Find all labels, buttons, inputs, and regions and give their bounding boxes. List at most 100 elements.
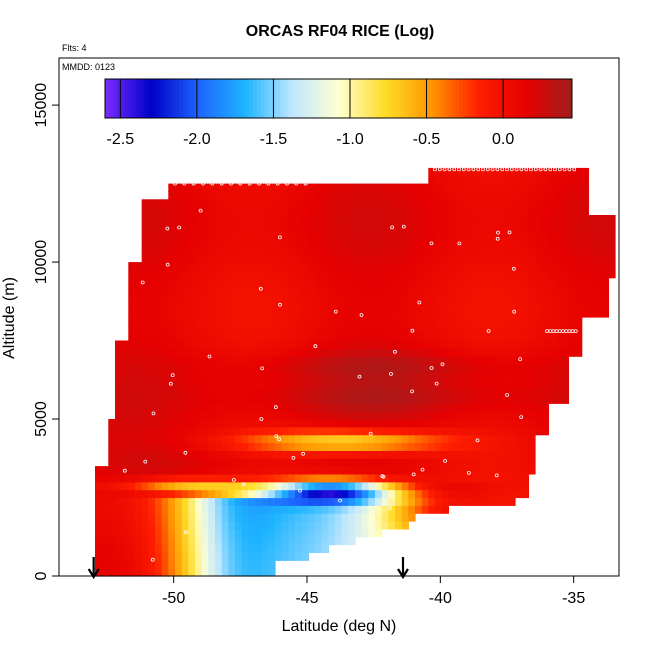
heatmap-cell (275, 497, 283, 506)
heatmap-cell (601, 238, 609, 247)
heatmap-cell (448, 371, 456, 381)
heatmap-cell (401, 199, 409, 208)
heatmap-cell (501, 317, 509, 326)
heatmap-cell (315, 269, 323, 279)
heatmap-cell (268, 434, 276, 444)
heatmap-cell (441, 262, 449, 271)
heatmap-cell (428, 332, 436, 342)
heatmap-cell (588, 293, 596, 302)
heatmap-cell (115, 474, 123, 483)
heatmap-cell (488, 474, 496, 483)
heatmap-cell (221, 348, 229, 357)
heatmap-cell (328, 222, 336, 232)
heatmap-cell (315, 332, 323, 342)
heatmap-cell (421, 411, 429, 420)
heatmap-cell (228, 364, 236, 373)
heatmap-cell (161, 568, 169, 577)
heatmap-cell (148, 238, 156, 247)
heatmap-cell (248, 395, 256, 404)
heatmap-cell (475, 442, 483, 451)
heatmap-cell (155, 513, 163, 522)
heatmap-cell (375, 293, 383, 302)
heatmap-cell (361, 262, 369, 271)
heatmap-cell (275, 254, 283, 263)
colorbar-swatch (268, 79, 273, 118)
heatmap-cell (168, 317, 176, 326)
heatmap-cell (575, 207, 583, 216)
heatmap-cell (508, 317, 516, 326)
heatmap-cell (375, 403, 383, 412)
heatmap-cell (335, 387, 343, 396)
heatmap-cell (181, 246, 189, 255)
heatmap-cell (215, 356, 223, 365)
sample-point (533, 167, 538, 172)
heatmap-cell (308, 238, 316, 247)
heatmap-cell (508, 474, 516, 483)
heatmap-cell (388, 309, 396, 318)
heatmap-cell (501, 489, 509, 499)
heatmap-cell (275, 474, 283, 483)
heatmap-cell (155, 348, 163, 357)
heatmap-cell (335, 332, 343, 342)
heatmap-cell (335, 246, 343, 255)
heatmap-cell (408, 379, 416, 389)
heatmap-cell (328, 513, 336, 522)
heatmap-cell (235, 309, 243, 318)
heatmap-cell (368, 332, 376, 342)
heatmap-cell (428, 450, 436, 459)
heatmap-cell (275, 458, 283, 467)
heatmap-cell (295, 215, 303, 224)
heatmap-cell (115, 371, 123, 381)
heatmap-cell (315, 497, 323, 506)
heatmap-cell (308, 356, 316, 365)
heatmap-cell (375, 513, 383, 522)
heatmap-cell (168, 403, 176, 412)
heatmap-cell (335, 356, 343, 365)
heatmap-cell (395, 285, 403, 294)
heatmap-cell (128, 474, 136, 483)
heatmap-cell (115, 505, 123, 514)
colorbar-swatch (225, 79, 231, 118)
heatmap-cell (455, 474, 463, 483)
heatmap-cell (368, 230, 376, 240)
heatmap-cell (181, 285, 189, 294)
heatmap-cell (268, 481, 276, 491)
heatmap-cell (475, 474, 483, 483)
sample-point (548, 167, 553, 172)
colorbar-swatch (389, 79, 394, 118)
heatmap-cell (428, 246, 436, 255)
heatmap-cell (575, 348, 583, 357)
heatmap-cell (395, 364, 403, 373)
heatmap-cell (355, 332, 363, 342)
heatmap-cell (148, 442, 156, 451)
heatmap-cell (208, 497, 216, 506)
heatmap-cell (295, 536, 303, 546)
heatmap-cell (488, 222, 496, 232)
heatmap-cell (295, 426, 303, 436)
heatmap-cell (195, 332, 203, 342)
heatmap-cell (241, 269, 249, 279)
heatmap-cell (335, 301, 343, 310)
heatmap-cell (95, 513, 103, 522)
heatmap-cell (155, 434, 163, 444)
heatmap-cell (468, 364, 476, 373)
heatmap-cell (508, 403, 516, 412)
heatmap-cell (528, 191, 536, 200)
heatmap-cell (441, 191, 449, 200)
heatmap-cell (528, 175, 536, 185)
heatmap-cell (388, 301, 396, 310)
heatmap-cell (228, 262, 236, 271)
heatmap-cell (368, 403, 376, 412)
heatmap-cell (581, 277, 589, 287)
heatmap-cell (508, 238, 516, 247)
heatmap-cell (188, 301, 196, 310)
heatmap-cell (161, 356, 169, 365)
heatmap-cell (295, 458, 303, 467)
heatmap-cell (275, 466, 283, 475)
sample-point (260, 366, 265, 371)
heatmap-cell (241, 474, 249, 483)
heatmap-cell (155, 309, 163, 318)
heatmap-cell (215, 230, 223, 240)
heatmap-cell (168, 426, 176, 436)
heatmap-cell (101, 560, 109, 569)
